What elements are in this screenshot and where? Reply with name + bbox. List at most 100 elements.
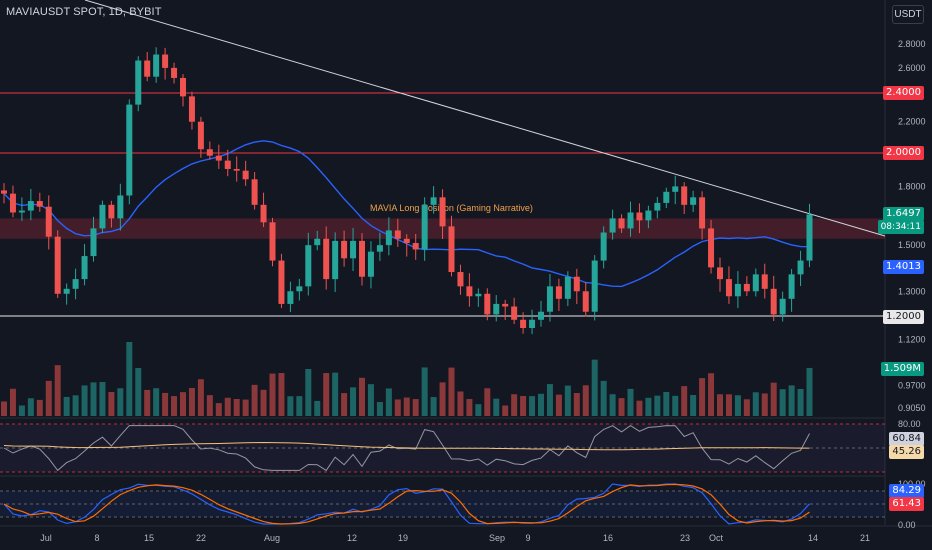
candle-body xyxy=(251,179,258,205)
candle-body xyxy=(717,267,723,280)
candle-body xyxy=(779,298,786,315)
volume-bar xyxy=(341,393,348,416)
volume-bar xyxy=(609,394,616,416)
volume-bar xyxy=(242,399,249,416)
candle-body xyxy=(421,204,428,250)
volume-bar xyxy=(546,384,553,416)
candle-body xyxy=(188,96,195,122)
volume-bar xyxy=(779,389,786,416)
volume-bar xyxy=(251,384,258,416)
badge-volume: 1.509M xyxy=(880,362,924,376)
volume-bar xyxy=(734,395,741,416)
price-tick-label: 0.9700 xyxy=(898,381,926,391)
candle-body xyxy=(278,260,285,304)
candle-body xyxy=(690,197,697,205)
volume-bar xyxy=(493,398,500,416)
stoch-band xyxy=(0,491,885,517)
volume-bar xyxy=(430,397,437,416)
volume-bar xyxy=(690,394,697,416)
candle-body xyxy=(448,226,455,273)
candle-body xyxy=(135,60,142,105)
rsi-upper-label: 80.00 xyxy=(898,419,921,429)
candle-body xyxy=(788,274,795,299)
candle-body xyxy=(403,238,410,244)
candle-body xyxy=(242,170,249,180)
time-axis-label: 16 xyxy=(603,533,613,543)
volume-bar xyxy=(215,403,222,416)
volume-bar xyxy=(197,379,204,416)
candle-body xyxy=(126,104,133,196)
badge-rsi-ma: 45.26 xyxy=(889,445,924,459)
volume-bar xyxy=(224,397,231,416)
candle-body xyxy=(99,204,106,229)
candle-body xyxy=(734,283,741,297)
volume-bar xyxy=(403,397,410,416)
candle-body xyxy=(45,206,52,237)
candle-body xyxy=(224,160,231,169)
volume-bar xyxy=(385,388,392,416)
candle-body xyxy=(466,286,473,297)
time-axis-label: Jul xyxy=(40,533,52,543)
badge-support-1200: 1.2000 xyxy=(883,310,924,324)
time-axis-label: Oct xyxy=(709,533,724,543)
volume-bar xyxy=(323,373,330,416)
candle-body xyxy=(72,279,79,289)
candle-body xyxy=(367,251,374,277)
candle-body xyxy=(305,245,312,287)
volume-bar xyxy=(600,380,607,416)
candle-body xyxy=(600,232,607,261)
volume-bar xyxy=(81,385,88,416)
volume-bar xyxy=(188,387,195,416)
candle-body xyxy=(797,260,804,275)
volume-bar xyxy=(90,382,97,416)
volume-bar xyxy=(376,402,383,416)
volume-bar xyxy=(564,385,571,416)
candle-body xyxy=(359,240,365,277)
volume-bar xyxy=(144,389,151,416)
candle-body xyxy=(672,186,679,192)
candle-body xyxy=(81,256,88,280)
candle-body xyxy=(9,193,16,213)
candle-body xyxy=(699,197,706,229)
volume-bar xyxy=(555,394,562,416)
volume-bar xyxy=(708,373,715,416)
volume-bar xyxy=(475,404,482,416)
volume-bar xyxy=(806,367,813,416)
volume-bar xyxy=(529,396,536,416)
candle-body xyxy=(645,210,652,221)
volume-bar xyxy=(18,405,25,416)
volume-bar xyxy=(743,399,750,416)
volume-bar xyxy=(278,373,285,416)
annotation-label: MAVIA Long Position (Gaming Narrative) xyxy=(370,203,533,213)
candle-body xyxy=(287,291,294,304)
volume-bar xyxy=(412,399,419,416)
candle-body xyxy=(206,149,213,156)
volume-bar xyxy=(54,365,61,416)
candle-body xyxy=(493,303,500,315)
time-axis-label: Sep xyxy=(489,533,505,543)
price-tick-label: 0.9050 xyxy=(898,403,926,413)
volume-bar xyxy=(260,389,267,416)
volume-bar xyxy=(788,385,795,416)
volume-bar xyxy=(752,392,759,416)
volume-bar xyxy=(681,386,688,416)
candle-body xyxy=(573,276,580,292)
price-tick-label: 1.5000 xyxy=(898,240,926,250)
volume-bar xyxy=(36,399,43,416)
volume-bar xyxy=(27,398,34,416)
volume-bar xyxy=(171,396,178,416)
volume-bar xyxy=(63,396,70,416)
volume-bar xyxy=(538,393,544,416)
candle-body xyxy=(1,190,7,194)
candle-body xyxy=(555,286,562,299)
badge-resistance-2400: 2.4000 xyxy=(883,86,924,100)
volume-bar xyxy=(332,372,339,416)
candle-body xyxy=(457,272,464,287)
volume-bar xyxy=(582,385,589,416)
volume-bar xyxy=(206,395,213,416)
currency-button[interactable]: USDT xyxy=(892,5,924,24)
stoch-d-line xyxy=(3,483,810,525)
candle-body xyxy=(475,293,482,297)
